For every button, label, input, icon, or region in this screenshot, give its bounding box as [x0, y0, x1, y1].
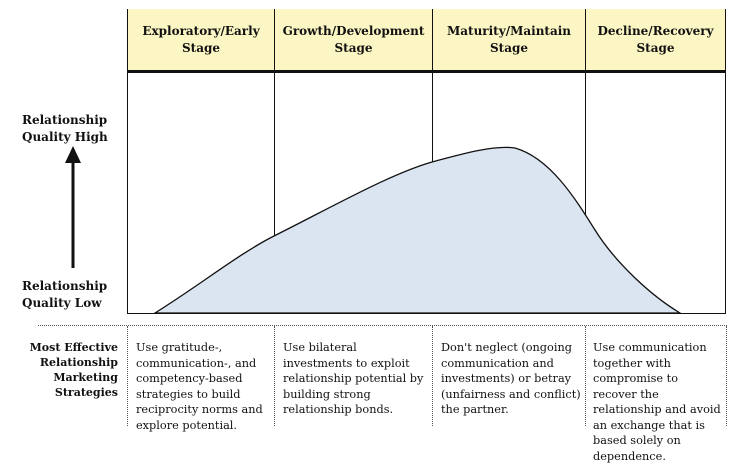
strategy-growth: Use bilateral investments to exploit rel…: [283, 341, 424, 416]
stage-title: Maturity/Maintain Stage: [446, 24, 572, 55]
header-divider: [127, 70, 726, 73]
stage-header-maturity: Maturity/Maintain Stage: [432, 9, 586, 71]
strategy-column-divider-5: [726, 326, 727, 426]
arrow-head-icon: [65, 146, 81, 163]
strategy-maturity: Don't neglect (ongoing communication and…: [441, 341, 581, 416]
strategy-exploratory: Use gratitude-, communication-, and comp…: [136, 341, 263, 432]
stage-title: Decline/Recovery Stage: [597, 24, 714, 55]
stage-title: Growth/Development Stage: [282, 24, 425, 55]
y-label-low: Relationship Quality Low: [22, 279, 108, 310]
stage-title: Exploratory/Early Stage: [142, 24, 260, 55]
strategy-column-divider-1: [127, 326, 128, 426]
stage-header-decline: Decline/Recovery Stage: [585, 9, 726, 71]
stage-header-exploratory: Exploratory/Early Stage: [127, 9, 275, 71]
relationship-quality-curve: [152, 146, 683, 314]
strategy-column-divider-3: [432, 326, 433, 426]
strategy-decline: Use communication together with compromi…: [593, 341, 721, 463]
strategies-divider: [38, 325, 727, 326]
strategies-title: Most Effective Relationship Marketing St…: [29, 341, 118, 399]
strategy-column-divider-4: [585, 326, 586, 426]
y-label-high: Relationship Quality High: [22, 113, 108, 144]
stage-header-growth: Growth/Development Stage: [274, 9, 433, 71]
strategy-column-divider-2: [274, 326, 275, 426]
